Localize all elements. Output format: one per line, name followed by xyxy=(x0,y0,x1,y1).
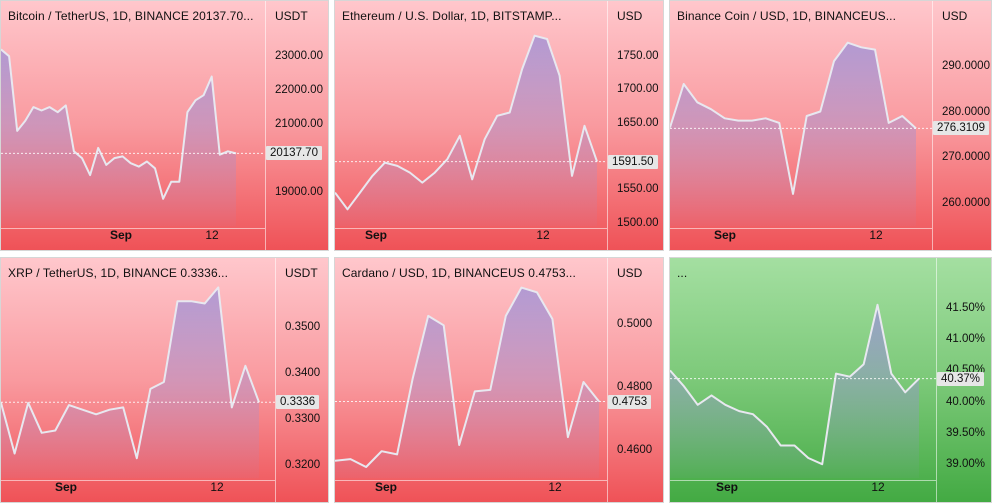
chart-panel[interactable]: Bitcoin / TetherUS, 1D, BINANCE 20137.70… xyxy=(0,0,329,251)
y-tick-label: 40.00% xyxy=(946,395,986,408)
y-tick-label: 19000.00 xyxy=(275,186,323,198)
time-axis-divider xyxy=(1,228,265,229)
price-line xyxy=(1,286,260,460)
chart-title[interactable]: Ethereum / U.S. Dollar, 1D, BITSTAMP... xyxy=(342,9,562,23)
chart-panel[interactable]: Binance Coin / USD, 1D, BINANCEUS... USD 2… xyxy=(669,0,992,251)
y-tick-label: 270.0000 xyxy=(942,151,990,164)
price-area xyxy=(1,49,236,227)
chart-title[interactable]: Binance Coin / USD, 1D, BINANCEUS... xyxy=(677,9,897,23)
currency-label: USDT xyxy=(285,266,318,280)
price-area xyxy=(335,287,599,478)
price-line xyxy=(670,303,920,466)
y-tick-label: 0.5000 xyxy=(617,317,653,330)
x-tick-label: 12 xyxy=(871,480,885,494)
price-line xyxy=(335,34,598,211)
y-tick-label: 22000.00 xyxy=(275,84,323,97)
y-tick-label: 1700.00 xyxy=(617,83,659,96)
y-tick-label: 21000.00 xyxy=(275,118,323,131)
y-tick-label: 0.4800 xyxy=(617,380,653,393)
y-tick-label: 23000.00 xyxy=(275,50,323,63)
last-price-badge: 0.3336 xyxy=(276,395,320,410)
price-plot xyxy=(335,286,607,478)
price-line xyxy=(670,41,917,195)
y-tick-label: 39.50% xyxy=(946,427,986,439)
y-tick-label: 1500.00 xyxy=(617,216,659,229)
y-tick-label: 39.00% xyxy=(946,458,986,471)
x-tick-label: Sep xyxy=(713,228,737,242)
x-tick-label: 12 xyxy=(205,228,219,242)
x-tick-label: Sep xyxy=(364,228,388,242)
price-plot xyxy=(670,303,936,478)
price-axis-divider xyxy=(265,1,266,250)
y-tick-label: 1650.00 xyxy=(617,116,659,129)
chart-title[interactable]: Bitcoin / TetherUS, 1D, BINANCE 20137.70… xyxy=(8,9,254,23)
price-plot xyxy=(335,34,607,227)
price-plot xyxy=(1,286,275,478)
time-axis-divider xyxy=(335,480,607,481)
price-area xyxy=(670,304,919,478)
price-axis-divider xyxy=(932,1,933,250)
price-plot xyxy=(1,48,265,227)
price-area xyxy=(1,287,259,478)
last-price-badge: 20137.70 xyxy=(266,146,322,161)
price-line xyxy=(335,286,600,468)
time-axis-divider xyxy=(670,228,932,229)
chart-panel[interactable]: Ethereum / U.S. Dollar, 1D, BITSTAMP... U… xyxy=(334,0,664,251)
price-plot xyxy=(670,41,932,227)
y-tick-label: 0.4600 xyxy=(617,443,653,456)
y-tick-label: 280.0000 xyxy=(942,105,990,118)
currency-label: USDT xyxy=(275,9,308,23)
price-area xyxy=(670,42,916,227)
x-tick-label: 12 xyxy=(869,228,883,242)
x-tick-label: 12 xyxy=(536,228,550,242)
last-price-badge: 0.4753 xyxy=(608,394,652,409)
price-axis-divider xyxy=(607,1,608,250)
currency-label: USD xyxy=(617,9,643,23)
currency-label: USD xyxy=(617,266,643,280)
time-axis-divider xyxy=(335,228,607,229)
y-tick-label: 0.3200 xyxy=(285,459,321,472)
y-tick-label: 41.00% xyxy=(946,333,986,346)
price-axis-divider xyxy=(275,258,276,502)
chart-title[interactable]: ... xyxy=(677,266,688,280)
y-tick-label: 0.3400 xyxy=(285,366,321,379)
price-axis-divider xyxy=(936,258,937,502)
chart-title[interactable]: Cardano / USD, 1D, BINANCEUS 0.4753... xyxy=(342,266,576,280)
price-area xyxy=(335,35,597,227)
y-tick-label: 41.50% xyxy=(946,301,986,314)
y-tick-label: 1550.00 xyxy=(617,183,659,196)
price-axis-divider xyxy=(607,258,608,502)
y-tick-label: 260.0000 xyxy=(942,197,990,210)
x-tick-label: 12 xyxy=(548,480,562,494)
x-tick-label: 12 xyxy=(210,480,224,494)
last-price-badge: 276.3109 xyxy=(933,121,989,136)
chart-title[interactable]: XRP / TetherUS, 1D, BINANCE 0.3336... xyxy=(8,266,229,280)
currency-label: USD xyxy=(942,9,968,23)
time-axis-divider xyxy=(670,480,936,481)
y-tick-label: 0.3500 xyxy=(285,320,321,333)
x-tick-label: Sep xyxy=(109,228,133,242)
last-price-badge: 1591.50 xyxy=(608,154,658,169)
price-line xyxy=(1,48,237,200)
y-tick-label: 1750.00 xyxy=(617,49,659,62)
x-tick-label: Sep xyxy=(54,480,78,494)
last-price-badge: 40.37% xyxy=(937,371,985,386)
y-tick-label: 290.0000 xyxy=(942,59,990,72)
chart-panel[interactable]: ... 41.50% 41.00% 40.50% 40.00% 39.50% 39.00% 4… xyxy=(669,257,992,503)
time-axis-divider xyxy=(1,480,275,481)
x-tick-label: Sep xyxy=(374,480,398,494)
chart-panel[interactable]: XRP / TetherUS, 1D, BINANCE 0.3336... USD… xyxy=(0,257,329,503)
y-tick-label: 0.3300 xyxy=(285,412,321,425)
x-tick-label: Sep xyxy=(715,480,739,494)
chart-panel[interactable]: Cardano / USD, 1D, BINANCEUS 0.4753... US… xyxy=(334,257,664,503)
